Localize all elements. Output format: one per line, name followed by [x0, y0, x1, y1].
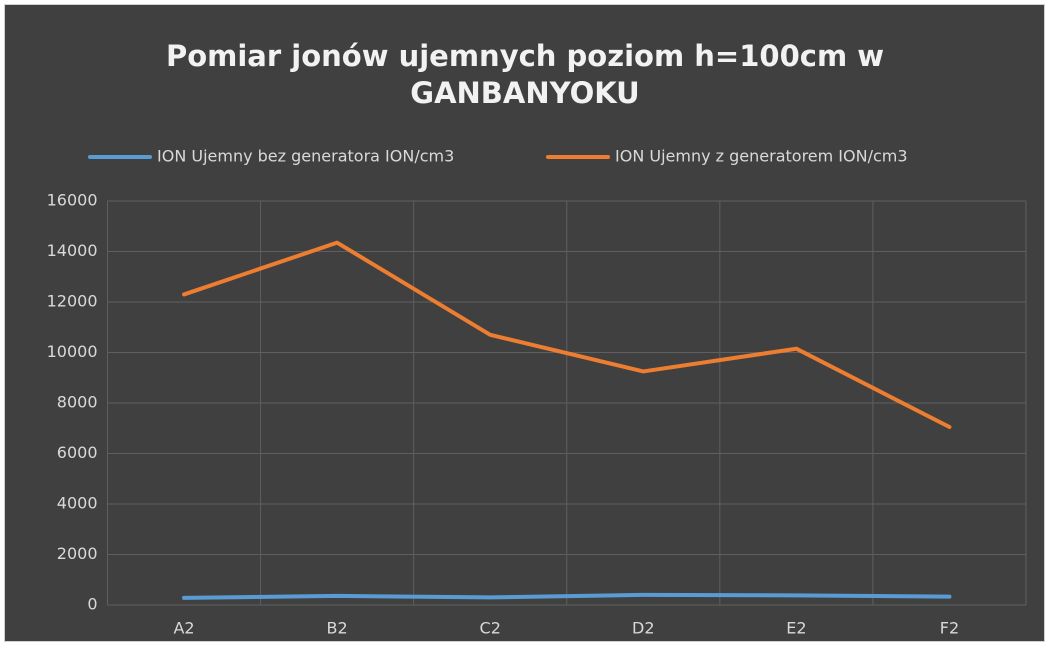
y-tick-label: 16000 [47, 191, 98, 210]
x-tick-label: F2 [940, 619, 959, 638]
chart-background [4, 4, 1045, 642]
y-tick-label: 4000 [57, 494, 98, 513]
chart-title: Pomiar jonów ujemnych poziom h=100cm w G… [165, 39, 885, 110]
x-tick-label: C2 [480, 619, 501, 638]
y-tick-label: 0 [87, 595, 97, 614]
y-tick-label: 6000 [57, 443, 98, 462]
y-tick-label: 14000 [47, 241, 98, 260]
legend-label: ION Ujemny bez generatora ION/cm3 [157, 147, 454, 166]
x-tick-label: D2 [632, 619, 655, 638]
x-tick-label: E2 [786, 619, 806, 638]
y-tick-label: 12000 [47, 292, 98, 311]
data-line [182, 240, 952, 429]
x-tick-label: B2 [327, 619, 348, 638]
x-tick-label: A2 [173, 619, 194, 638]
legend-label: ION Ujemny z generatorem ION/cm3 [615, 147, 908, 166]
y-tick-label: 8000 [57, 393, 98, 412]
data-line [182, 592, 952, 600]
y-tick-label: 2000 [57, 544, 98, 563]
y-tick-label: 10000 [47, 342, 98, 361]
